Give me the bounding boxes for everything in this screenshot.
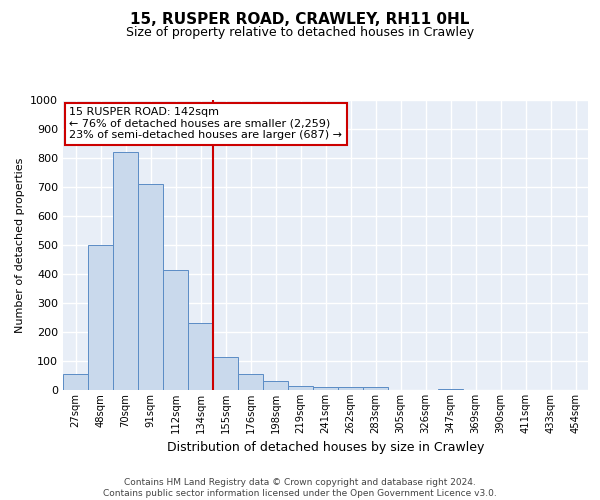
Bar <box>313 387 338 390</box>
Bar <box>163 270 188 390</box>
Bar <box>438 388 463 390</box>
Bar <box>263 382 288 390</box>
Text: Contains HM Land Registry data © Crown copyright and database right 2024.
Contai: Contains HM Land Registry data © Crown c… <box>103 478 497 498</box>
Bar <box>88 245 113 390</box>
Bar <box>188 324 213 390</box>
Y-axis label: Number of detached properties: Number of detached properties <box>14 158 25 332</box>
Bar <box>288 386 313 390</box>
Bar <box>63 374 88 390</box>
Bar <box>113 152 138 390</box>
Text: 15, RUSPER ROAD, CRAWLEY, RH11 0HL: 15, RUSPER ROAD, CRAWLEY, RH11 0HL <box>130 12 470 28</box>
Bar <box>338 387 363 390</box>
Bar <box>238 374 263 390</box>
X-axis label: Distribution of detached houses by size in Crawley: Distribution of detached houses by size … <box>167 442 484 454</box>
Bar <box>213 356 238 390</box>
Text: Size of property relative to detached houses in Crawley: Size of property relative to detached ho… <box>126 26 474 39</box>
Bar <box>138 184 163 390</box>
Bar <box>363 387 388 390</box>
Text: 15 RUSPER ROAD: 142sqm
← 76% of detached houses are smaller (2,259)
23% of semi-: 15 RUSPER ROAD: 142sqm ← 76% of detached… <box>70 108 342 140</box>
